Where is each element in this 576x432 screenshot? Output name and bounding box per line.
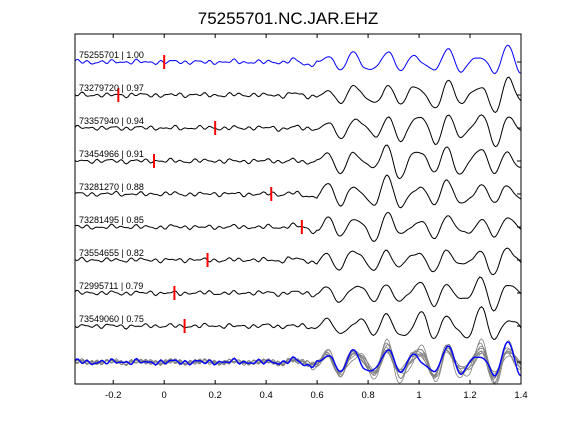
stack-line-75255701 <box>74 341 522 377</box>
stack-line-73549060 <box>74 338 522 379</box>
trace-label-group: 75255701 | 1.00 73279720 | 0.97 73357940 |… <box>79 50 144 324</box>
trace-label-73279720: 73279720 | 0.97 <box>79 83 144 93</box>
trace-line-73281495 <box>74 212 522 242</box>
x-tick-label: 1.2 <box>463 390 476 401</box>
trace-label-75255701: 75255701 | 1.00 <box>79 50 144 60</box>
pick-marker-group <box>117 55 303 333</box>
trace-label-73454966: 73454966 | 0.91 <box>79 149 144 159</box>
trace-group <box>74 44 522 340</box>
x-tick-label: -0.2 <box>105 390 121 401</box>
x-tick-label: 0 <box>162 390 167 401</box>
x-tick-label: 0.4 <box>260 390 273 401</box>
trace-line-73357940 <box>74 114 522 148</box>
trace-label-72995711: 72995711 | 0.79 <box>79 281 143 291</box>
trace-label-73357940: 73357940 | 0.94 <box>79 116 144 126</box>
trace-line-72995711 <box>74 276 522 312</box>
x-axis: -0.2 0 0.2 0.4 0.6 0.8 1 1.2 1.4 <box>105 34 528 401</box>
x-tick-label: 1 <box>416 390 421 401</box>
trace-line-73454966 <box>74 144 522 180</box>
x-tick-label: 0.2 <box>209 390 222 401</box>
stack-line-72995711 <box>74 342 522 385</box>
trace-line-73549060 <box>74 306 522 340</box>
stacked-overlay-group <box>74 338 522 385</box>
trace-label-73549060: 73549060 | 0.75 <box>79 314 144 324</box>
x-tick-label: 0.8 <box>361 390 374 401</box>
trace-line-73279720 <box>74 76 522 114</box>
trace-line-73281270 <box>74 174 522 209</box>
x-tick-label: 1.4 <box>514 390 527 401</box>
trace-label-73281495: 73281495 | 0.85 <box>79 215 144 225</box>
trace-label-73554655: 73554655 | 0.82 <box>79 248 144 258</box>
trace-line-73554655 <box>74 247 522 276</box>
trace-label-73281270: 73281270 | 0.88 <box>79 182 144 192</box>
plot-frame <box>74 33 522 385</box>
chart-title: 75255701.NC.JAR.EHZ <box>198 9 378 28</box>
x-tick-label: 0.6 <box>311 390 324 401</box>
trace-line-75255701 <box>74 44 522 75</box>
